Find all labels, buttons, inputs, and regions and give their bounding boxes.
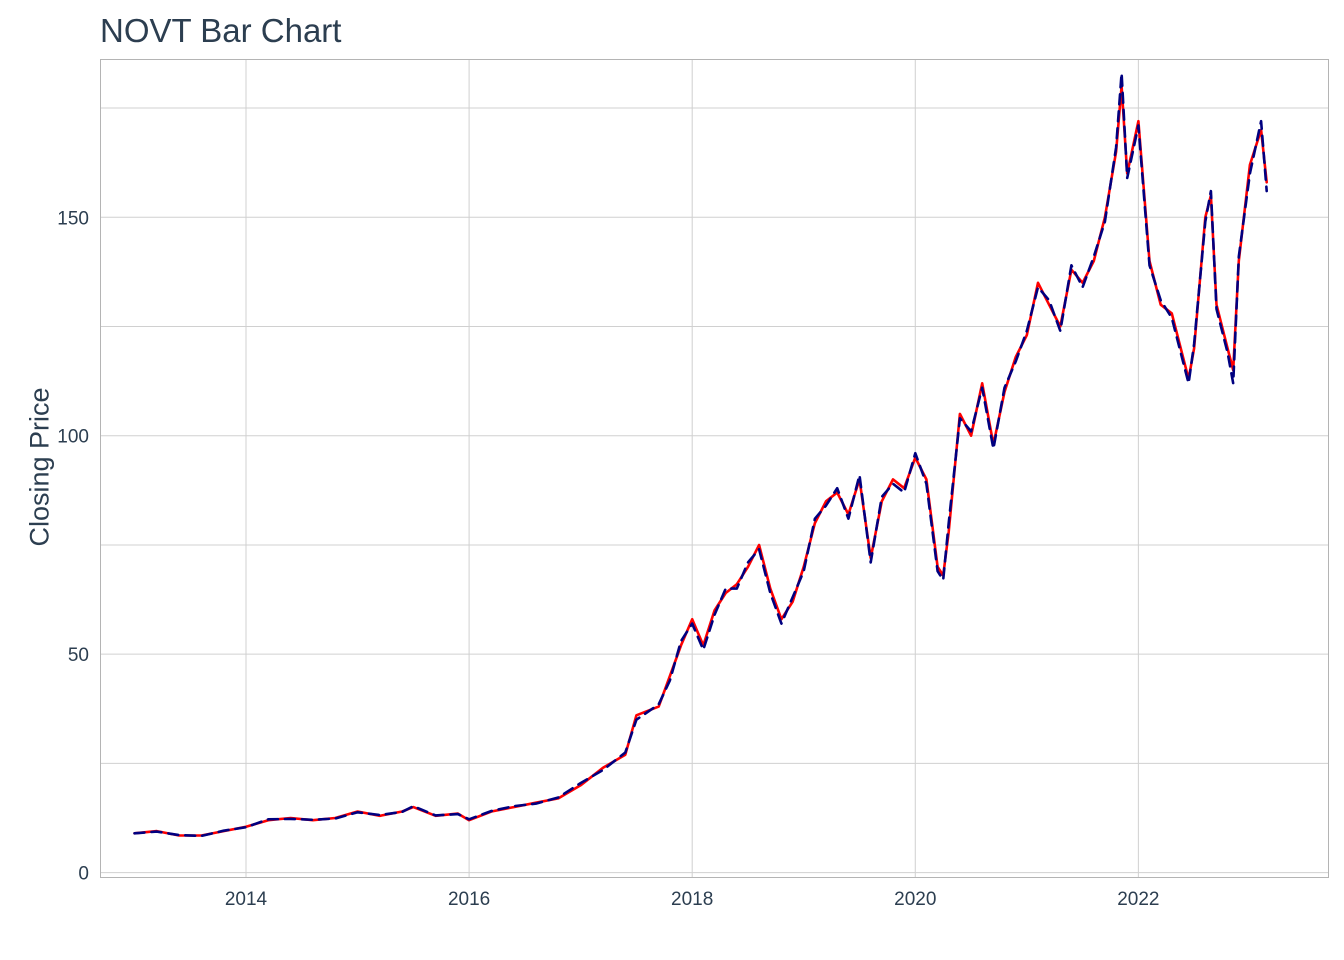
chart-title: NOVT Bar Chart [100, 12, 342, 49]
series-line-1 [133, 84, 1268, 837]
x-tick-label: 2018 [671, 889, 713, 910]
tick-labels: 0 50 100 150 2014 2016 2018 2020 2022 [57, 208, 1159, 910]
series-line-2 [133, 71, 1268, 838]
x-tick-label: 2020 [894, 889, 936, 910]
y-tick-label: 0 [78, 864, 89, 885]
y-tick-label: 50 [68, 645, 89, 666]
grid [101, 60, 1328, 877]
x-tick-label: 2022 [1117, 889, 1159, 910]
plot-border [100, 59, 1329, 878]
y-tick-label: 100 [57, 427, 89, 448]
x-tick-label: 2016 [448, 889, 490, 910]
x-tick-label: 2014 [225, 889, 268, 910]
series-layer [133, 71, 1268, 838]
y-tick-label: 150 [57, 208, 89, 229]
